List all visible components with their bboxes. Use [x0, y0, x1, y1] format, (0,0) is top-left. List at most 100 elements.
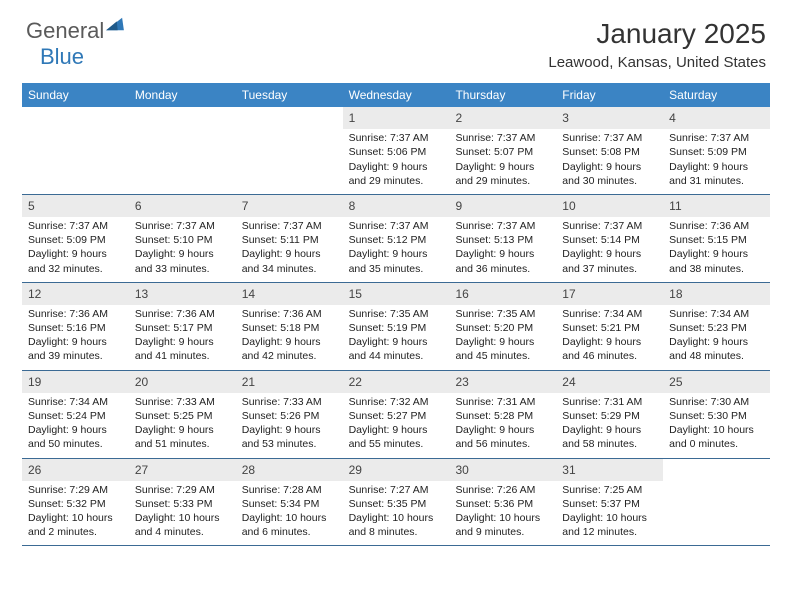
daylight-text: Daylight: 9 hours and 55 minutes.	[349, 423, 444, 451]
day-number: 19	[22, 371, 129, 393]
day-info: Sunrise: 7:37 AMSunset: 5:12 PMDaylight:…	[343, 217, 450, 282]
day-cell: 5Sunrise: 7:37 AMSunset: 5:09 PMDaylight…	[22, 195, 129, 282]
day-info: Sunrise: 7:33 AMSunset: 5:25 PMDaylight:…	[129, 393, 236, 458]
sunset-text: Sunset: 5:19 PM	[349, 321, 444, 335]
day-info: Sunrise: 7:36 AMSunset: 5:18 PMDaylight:…	[236, 305, 343, 370]
sunset-text: Sunset: 5:25 PM	[135, 409, 230, 423]
sunrise-text: Sunrise: 7:37 AM	[455, 219, 550, 233]
calendar: SundayMondayTuesdayWednesdayThursdayFrid…	[22, 83, 770, 546]
daylight-text: Daylight: 10 hours and 2 minutes.	[28, 511, 123, 539]
day-cell: 19Sunrise: 7:34 AMSunset: 5:24 PMDayligh…	[22, 371, 129, 458]
daylight-text: Daylight: 10 hours and 6 minutes.	[242, 511, 337, 539]
day-info: Sunrise: 7:32 AMSunset: 5:27 PMDaylight:…	[343, 393, 450, 458]
day-info: Sunrise: 7:31 AMSunset: 5:29 PMDaylight:…	[556, 393, 663, 458]
sunset-text: Sunset: 5:37 PM	[562, 497, 657, 511]
day-cell: 13Sunrise: 7:36 AMSunset: 5:17 PMDayligh…	[129, 283, 236, 370]
day-cell: 9Sunrise: 7:37 AMSunset: 5:13 PMDaylight…	[449, 195, 556, 282]
day-info: Sunrise: 7:35 AMSunset: 5:20 PMDaylight:…	[449, 305, 556, 370]
day-number: 16	[449, 283, 556, 305]
day-info: Sunrise: 7:37 AMSunset: 5:10 PMDaylight:…	[129, 217, 236, 282]
day-cell: 2Sunrise: 7:37 AMSunset: 5:07 PMDaylight…	[449, 107, 556, 194]
month-title: January 2025	[548, 18, 766, 50]
day-info: Sunrise: 7:31 AMSunset: 5:28 PMDaylight:…	[449, 393, 556, 458]
sunrise-text: Sunrise: 7:33 AM	[242, 395, 337, 409]
sunrise-text: Sunrise: 7:34 AM	[28, 395, 123, 409]
day-number	[663, 459, 770, 481]
brand-general: General	[26, 18, 104, 43]
sunrise-text: Sunrise: 7:26 AM	[455, 483, 550, 497]
daylight-text: Daylight: 9 hours and 58 minutes.	[562, 423, 657, 451]
day-info: Sunrise: 7:29 AMSunset: 5:32 PMDaylight:…	[22, 481, 129, 546]
day-cell: 4Sunrise: 7:37 AMSunset: 5:09 PMDaylight…	[663, 107, 770, 194]
day-cell: 22Sunrise: 7:32 AMSunset: 5:27 PMDayligh…	[343, 371, 450, 458]
day-info: Sunrise: 7:29 AMSunset: 5:33 PMDaylight:…	[129, 481, 236, 546]
sunrise-text: Sunrise: 7:36 AM	[135, 307, 230, 321]
sunset-text: Sunset: 5:11 PM	[242, 233, 337, 247]
day-cell: 1Sunrise: 7:37 AMSunset: 5:06 PMDaylight…	[343, 107, 450, 194]
daylight-text: Daylight: 9 hours and 35 minutes.	[349, 247, 444, 275]
day-info: Sunrise: 7:37 AMSunset: 5:11 PMDaylight:…	[236, 217, 343, 282]
daylight-text: Daylight: 9 hours and 38 minutes.	[669, 247, 764, 275]
sunrise-text: Sunrise: 7:34 AM	[669, 307, 764, 321]
day-cell: 29Sunrise: 7:27 AMSunset: 5:35 PMDayligh…	[343, 459, 450, 546]
sunset-text: Sunset: 5:21 PM	[562, 321, 657, 335]
title-block: January 2025 Leawood, Kansas, United Sta…	[548, 18, 766, 71]
day-info: Sunrise: 7:34 AMSunset: 5:23 PMDaylight:…	[663, 305, 770, 370]
daylight-text: Daylight: 9 hours and 29 minutes.	[349, 160, 444, 188]
sunrise-text: Sunrise: 7:37 AM	[669, 131, 764, 145]
day-cell: 16Sunrise: 7:35 AMSunset: 5:20 PMDayligh…	[449, 283, 556, 370]
day-info: Sunrise: 7:36 AMSunset: 5:15 PMDaylight:…	[663, 217, 770, 282]
day-number: 23	[449, 371, 556, 393]
day-cell: 8Sunrise: 7:37 AMSunset: 5:12 PMDaylight…	[343, 195, 450, 282]
sunset-text: Sunset: 5:10 PM	[135, 233, 230, 247]
day-number: 15	[343, 283, 450, 305]
daylight-text: Daylight: 9 hours and 56 minutes.	[455, 423, 550, 451]
day-cell	[236, 107, 343, 194]
week-row: 26Sunrise: 7:29 AMSunset: 5:32 PMDayligh…	[22, 459, 770, 547]
day-info: Sunrise: 7:27 AMSunset: 5:35 PMDaylight:…	[343, 481, 450, 546]
sunrise-text: Sunrise: 7:36 AM	[669, 219, 764, 233]
day-number: 20	[129, 371, 236, 393]
day-info: Sunrise: 7:33 AMSunset: 5:26 PMDaylight:…	[236, 393, 343, 458]
day-info: Sunrise: 7:34 AMSunset: 5:24 PMDaylight:…	[22, 393, 129, 458]
day-number: 24	[556, 371, 663, 393]
day-cell: 23Sunrise: 7:31 AMSunset: 5:28 PMDayligh…	[449, 371, 556, 458]
sunrise-text: Sunrise: 7:37 AM	[28, 219, 123, 233]
day-info: Sunrise: 7:35 AMSunset: 5:19 PMDaylight:…	[343, 305, 450, 370]
day-number: 29	[343, 459, 450, 481]
day-number: 22	[343, 371, 450, 393]
day-number: 11	[663, 195, 770, 217]
day-info: Sunrise: 7:37 AMSunset: 5:09 PMDaylight:…	[663, 129, 770, 194]
day-info: Sunrise: 7:28 AMSunset: 5:34 PMDaylight:…	[236, 481, 343, 546]
brand-logo: General Blue	[26, 18, 104, 70]
day-cell: 31Sunrise: 7:25 AMSunset: 5:37 PMDayligh…	[556, 459, 663, 546]
sunset-text: Sunset: 5:30 PM	[669, 409, 764, 423]
sunrise-text: Sunrise: 7:31 AM	[562, 395, 657, 409]
day-number: 31	[556, 459, 663, 481]
sunset-text: Sunset: 5:34 PM	[242, 497, 337, 511]
day-number: 1	[343, 107, 450, 129]
week-row: 1Sunrise: 7:37 AMSunset: 5:06 PMDaylight…	[22, 107, 770, 195]
sunset-text: Sunset: 5:29 PM	[562, 409, 657, 423]
sunrise-text: Sunrise: 7:37 AM	[562, 131, 657, 145]
day-info: Sunrise: 7:25 AMSunset: 5:37 PMDaylight:…	[556, 481, 663, 546]
day-number: 18	[663, 283, 770, 305]
sunrise-text: Sunrise: 7:27 AM	[349, 483, 444, 497]
daylight-text: Daylight: 9 hours and 51 minutes.	[135, 423, 230, 451]
sunrise-text: Sunrise: 7:37 AM	[242, 219, 337, 233]
day-cell: 26Sunrise: 7:29 AMSunset: 5:32 PMDayligh…	[22, 459, 129, 546]
day-cell	[663, 459, 770, 546]
sunset-text: Sunset: 5:08 PM	[562, 145, 657, 159]
sunset-text: Sunset: 5:17 PM	[135, 321, 230, 335]
day-number: 9	[449, 195, 556, 217]
sunrise-text: Sunrise: 7:29 AM	[28, 483, 123, 497]
day-number: 4	[663, 107, 770, 129]
day-number	[236, 107, 343, 129]
weekday-header: Wednesday	[343, 83, 450, 107]
sunrise-text: Sunrise: 7:37 AM	[562, 219, 657, 233]
day-cell: 25Sunrise: 7:30 AMSunset: 5:30 PMDayligh…	[663, 371, 770, 458]
sunrise-text: Sunrise: 7:31 AM	[455, 395, 550, 409]
sunrise-text: Sunrise: 7:35 AM	[455, 307, 550, 321]
brand-sail-icon	[104, 16, 126, 32]
day-number: 17	[556, 283, 663, 305]
